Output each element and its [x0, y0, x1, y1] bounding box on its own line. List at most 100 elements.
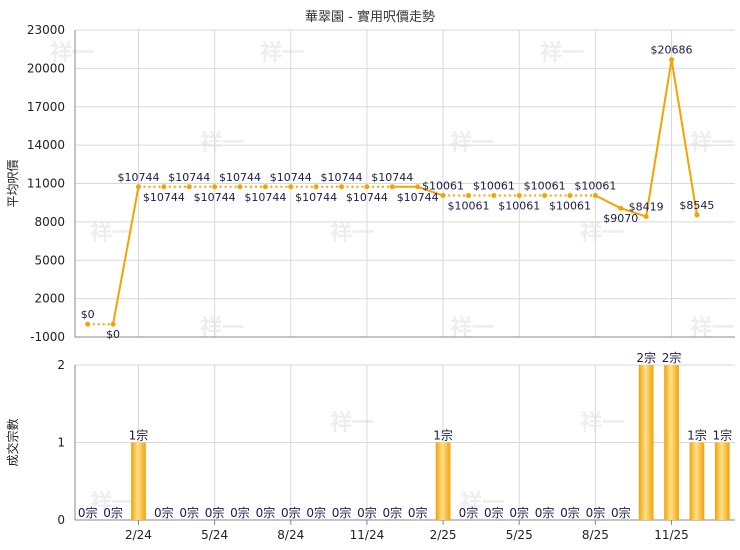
data-point [516, 193, 522, 199]
chart-title: 華翠園 - 實用呎價走勢 [305, 10, 435, 25]
watermark-text: 祥一 [580, 410, 624, 436]
series-line-segment [645, 59, 673, 217]
bar-value-label: 0宗 [230, 505, 250, 520]
data-label: $10744 [295, 191, 337, 204]
data-label: $10744 [168, 171, 210, 184]
bar [664, 365, 679, 520]
y-tick-label: 8000 [34, 215, 65, 229]
bar [714, 442, 730, 520]
data-label: $10744 [321, 171, 363, 184]
y-tick-label: 1 [57, 436, 65, 450]
data-point [389, 184, 395, 190]
data-point [135, 184, 141, 190]
bar-value-label: 1宗 [687, 428, 707, 443]
data-label: $10744 [244, 191, 286, 204]
data-label: $10744 [270, 171, 312, 184]
data-label: $10744 [219, 171, 261, 184]
data-point [237, 184, 243, 190]
watermark-text: 祥一 [690, 130, 734, 156]
y-tick-label: 2 [57, 358, 65, 372]
bar-value-label: 0宗 [205, 505, 225, 520]
data-point [567, 193, 573, 199]
bar-value-label: 2宗 [636, 350, 656, 365]
watermark-text: 祥一 [90, 220, 134, 246]
bar-value-label: 0宗 [586, 505, 606, 520]
bar-value-label: 0宗 [281, 505, 301, 520]
bar-value-label: 0宗 [408, 505, 428, 520]
bar-value-label: 0宗 [611, 505, 631, 520]
data-label: $20686 [651, 44, 693, 57]
x-tick-label: 5/24 [201, 528, 228, 542]
bar-value-label: 0宗 [560, 505, 580, 520]
x-tick-label: 5/25 [506, 528, 533, 542]
data-point [212, 184, 218, 190]
data-point [440, 193, 446, 199]
data-label: $10061 [549, 200, 591, 213]
bar-value-label: 0宗 [154, 505, 174, 520]
watermark-text: 祥一 [90, 490, 134, 516]
x-tick-label: 8/25 [582, 528, 609, 542]
data-label: $10744 [194, 191, 236, 204]
data-label: $0 [106, 328, 120, 341]
bar-value-label: 0宗 [306, 505, 326, 520]
data-point [85, 321, 91, 327]
bar [131, 442, 146, 520]
bar-value-label: 0宗 [332, 505, 352, 520]
x-tick-label: 11/24 [350, 528, 385, 542]
x-tick-label: 8/24 [277, 528, 304, 542]
y-axis-title: 成交宗數 [5, 418, 20, 466]
y-tick-label: 14000 [27, 138, 65, 152]
data-point [694, 212, 700, 218]
data-label: $8419 [629, 201, 664, 214]
bar-value-label: 0宗 [535, 505, 555, 520]
data-point [465, 193, 471, 199]
x-tick-label: 11/25 [654, 528, 689, 542]
data-label: $9070 [603, 212, 638, 225]
data-point [262, 184, 268, 190]
bar-value-label: 0宗 [459, 505, 479, 520]
bar-value-label: 0宗 [103, 505, 123, 520]
data-point [186, 184, 192, 190]
data-label: $10061 [524, 180, 566, 193]
watermark-text: 祥一 [50, 40, 94, 66]
data-point [288, 184, 294, 190]
y-tick-label: 23000 [27, 23, 65, 37]
y-tick-label: 5000 [34, 253, 65, 267]
data-point [313, 184, 319, 190]
bar-value-label: 0宗 [179, 505, 199, 520]
data-point [415, 184, 421, 190]
y-tick-label: 17000 [27, 100, 65, 114]
data-label: $10061 [498, 200, 540, 213]
bar-value-label: 2宗 [662, 350, 682, 365]
data-label: $10061 [447, 200, 489, 213]
bar-value-label: 1宗 [129, 428, 149, 443]
watermark-text: 祥一 [460, 490, 504, 516]
data-point [491, 193, 497, 199]
bar-value-label: 1宗 [433, 428, 453, 443]
data-point [592, 193, 598, 199]
bar-value-label: 0宗 [509, 505, 529, 520]
bar-value-label: 0宗 [357, 505, 377, 520]
data-point [110, 321, 116, 327]
x-tick-label: 2/24 [125, 528, 152, 542]
data-label: $10061 [574, 180, 616, 193]
data-label: $0 [81, 308, 95, 321]
series-line-segment [417, 185, 444, 197]
x-tick-label: 2/25 [430, 528, 457, 542]
y-tick-label: 11000 [27, 177, 65, 191]
y-tick-label: 2000 [34, 292, 65, 306]
data-point [669, 57, 675, 63]
data-label: $10744 [371, 171, 413, 184]
data-label: $10744 [346, 191, 388, 204]
bar-value-label: 0宗 [256, 505, 276, 520]
series-line-segment [594, 194, 622, 210]
data-point [161, 184, 167, 190]
y-tick-label: -1000 [30, 330, 65, 344]
data-point [364, 184, 370, 190]
bar [638, 365, 654, 520]
watermark-text: 祥一 [450, 130, 494, 156]
watermark-text: 祥一 [260, 40, 304, 66]
bar-value-label: 0宗 [382, 505, 402, 520]
data-point [542, 193, 548, 199]
